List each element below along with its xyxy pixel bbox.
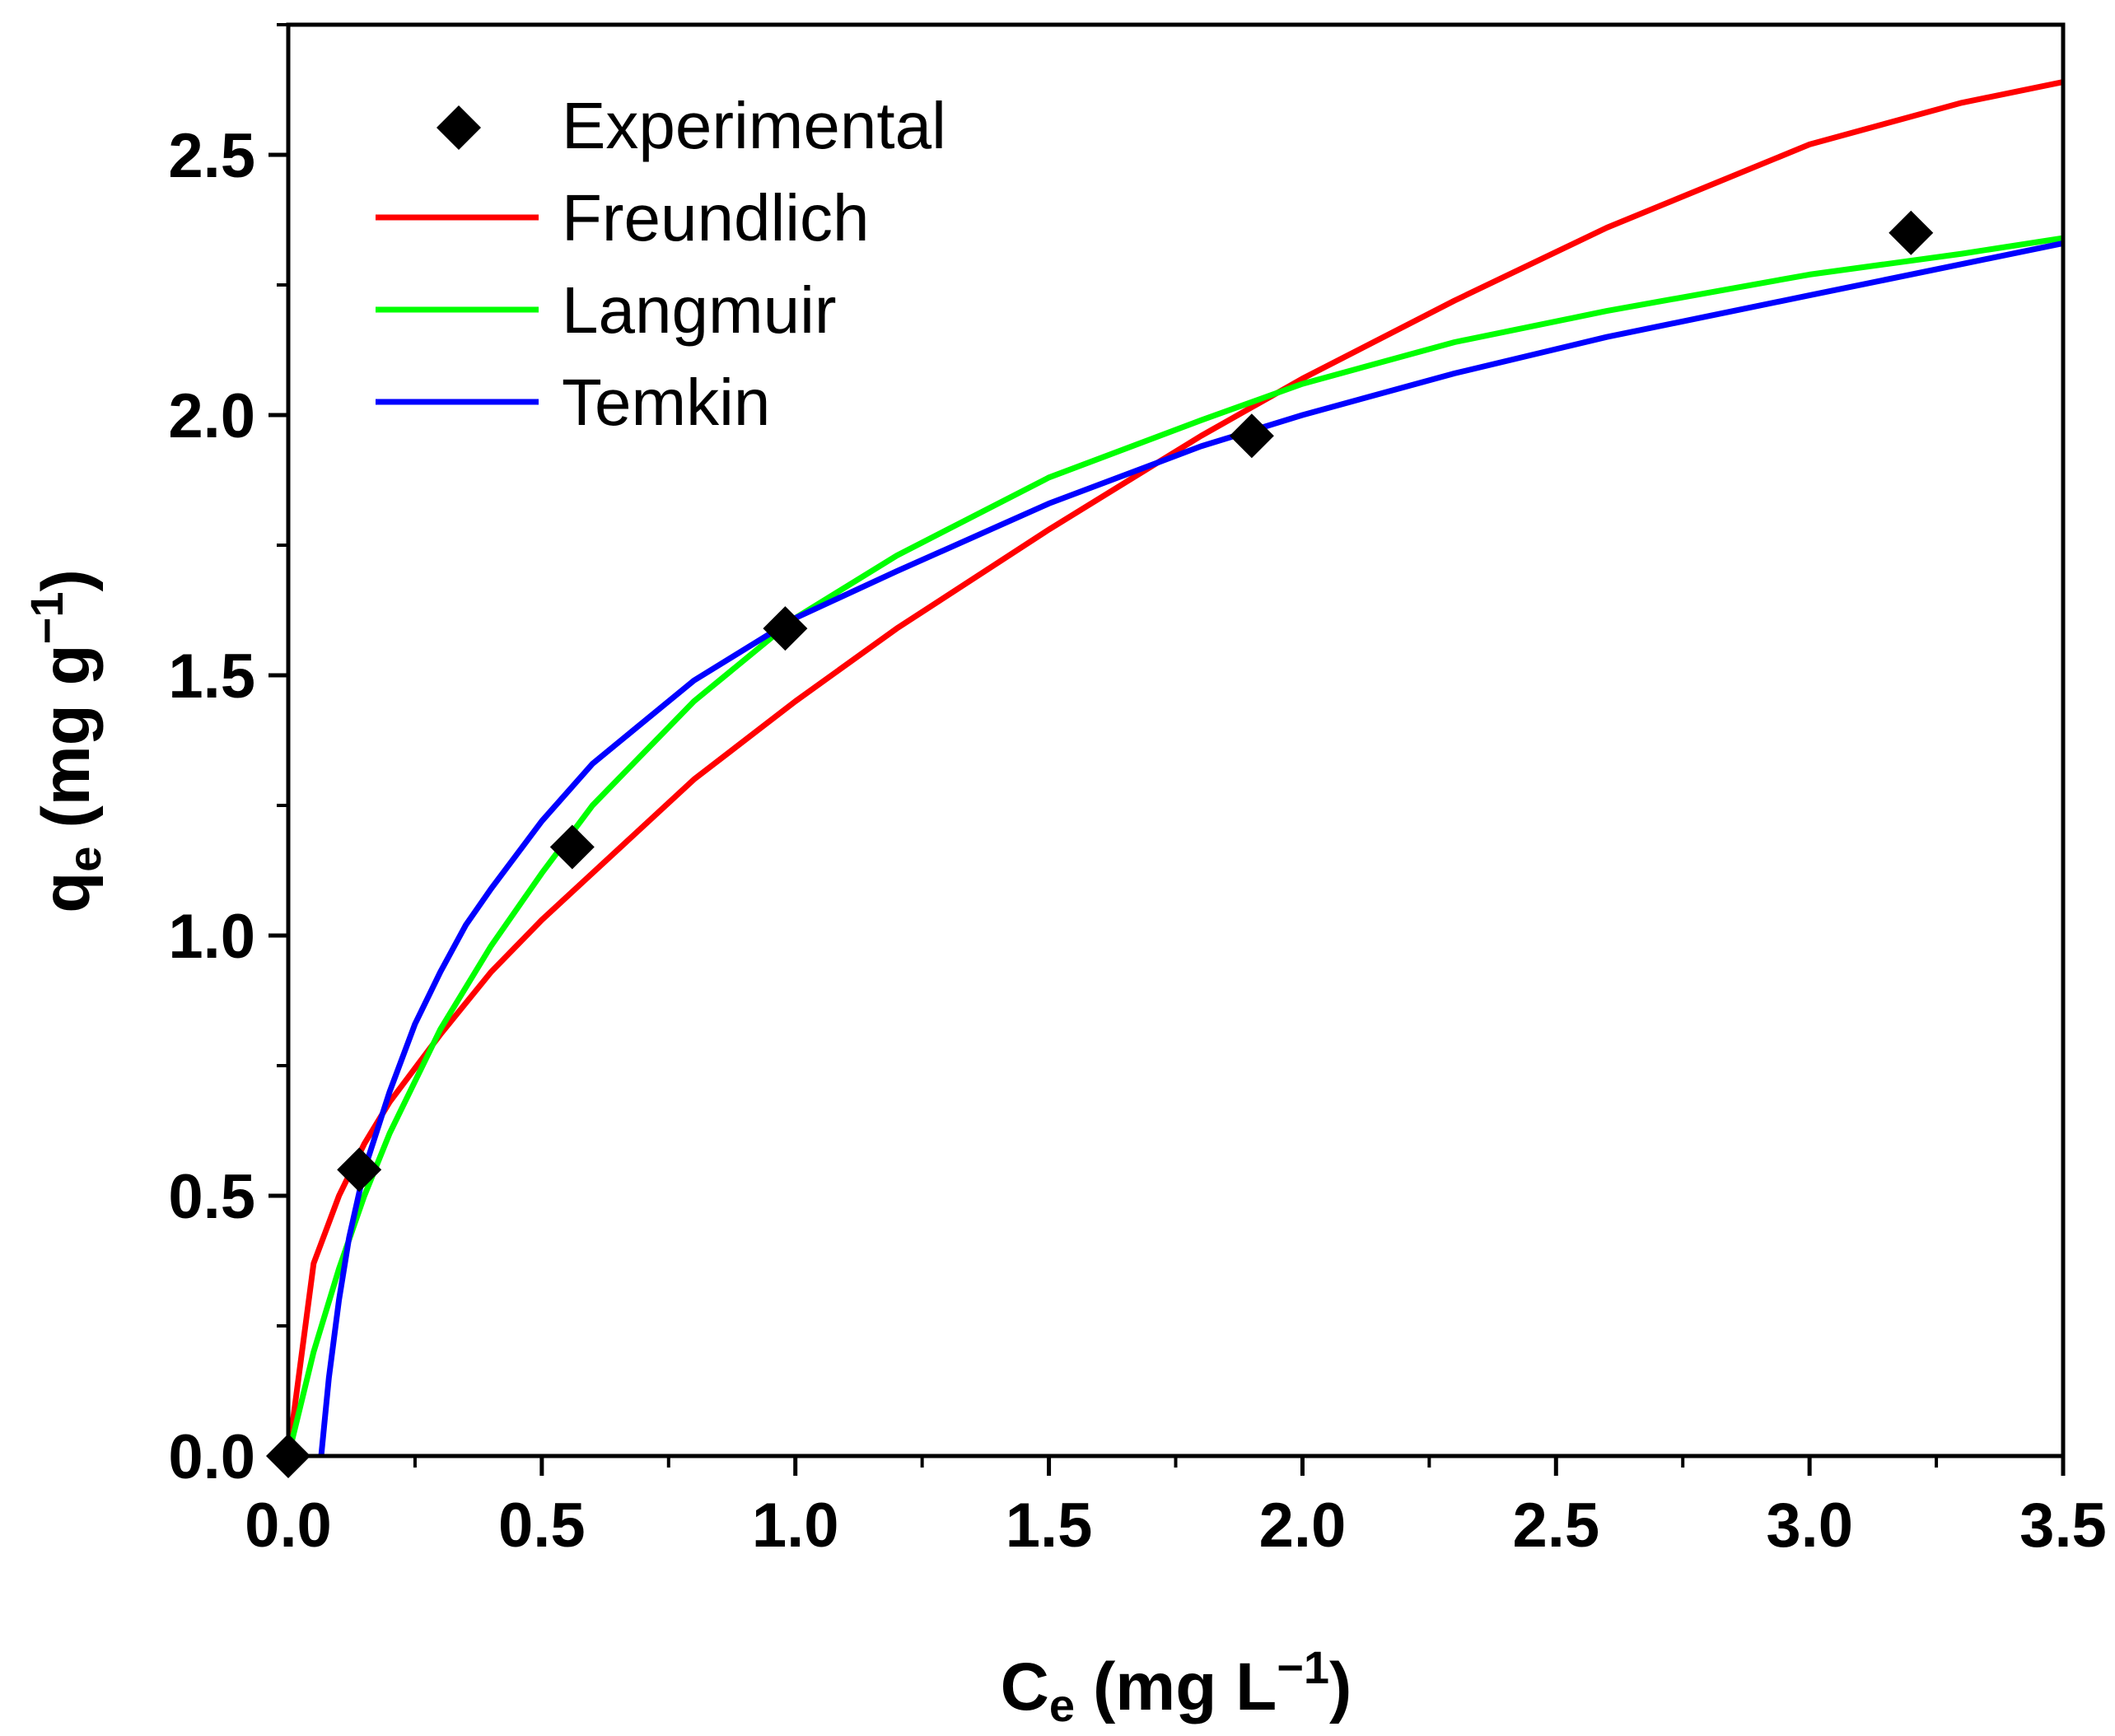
legend-langmuir-label: Langmuir [562, 273, 837, 347]
experimental-point [1889, 210, 1934, 255]
legend-experimental-label: Experimental [562, 89, 946, 162]
langmuir-line [288, 235, 2063, 1456]
y-axis-title-sup: −1 [21, 592, 72, 645]
y-tick-label: 1.0 [168, 902, 255, 972]
legend-experimental-marker [437, 105, 481, 150]
x-tick-label: 1.5 [1006, 1491, 1093, 1561]
temkin-line [318, 240, 2063, 1456]
x-axis-title-sub: e [1049, 1679, 1075, 1731]
x-axis-title-main: C [1001, 1650, 1049, 1724]
x-axis-title-units: (mg L [1093, 1650, 1277, 1724]
y-axis-title-close: ) [29, 569, 104, 591]
x-tick-label: 3.0 [1766, 1491, 1853, 1561]
experimental-point [763, 606, 808, 651]
tick-labels: 0.0 0.5 1.0 1.5 2.0 2.5 3.0 3.5 0.0 0.5 1.0 1.5 2.0 2… [168, 121, 2106, 1561]
series-layer [288, 79, 2063, 1456]
x-tick-label: 1.0 [752, 1491, 839, 1561]
axes [268, 22, 2066, 1476]
experimental-point [1229, 413, 1274, 459]
y-axis-title-main: q [29, 872, 104, 913]
legend-freundlich-label: Freundlich [562, 181, 870, 254]
x-axis-title-close: ) [1329, 1650, 1352, 1724]
y-axis-title-sub: e [58, 847, 110, 872]
y-tick-label: 2.5 [168, 121, 255, 191]
experimental-point [337, 1147, 382, 1192]
legend-temkin-label: Temkin [562, 366, 770, 439]
y-axis-title: qe (mg g−1) [21, 569, 110, 913]
plot-frame [286, 22, 2066, 1458]
x-tick-label: 2.0 [1259, 1491, 1347, 1561]
x-tick-label: 3.5 [2019, 1491, 2107, 1561]
legend: Experimental Freundlich Langmuir Temkin [376, 89, 946, 439]
y-tick-label: 0.5 [168, 1162, 255, 1232]
x-tick-label: 0.5 [498, 1491, 586, 1561]
y-axis-title-units: (mg g [29, 644, 104, 828]
experimental-point [549, 824, 595, 870]
x-tick-label: 2.5 [1512, 1491, 1599, 1561]
y-tick-label: 1.5 [168, 642, 255, 712]
x-axis-title: Ce (mg L−1) [1001, 1641, 1352, 1731]
y-tick-label: 0.0 [168, 1422, 255, 1492]
freundlich-line [288, 79, 2063, 1456]
y-tick-label: 2.0 [168, 381, 255, 451]
x-axis-title-sup: −1 [1277, 1641, 1329, 1693]
x-tick-label: 0.0 [245, 1491, 332, 1561]
